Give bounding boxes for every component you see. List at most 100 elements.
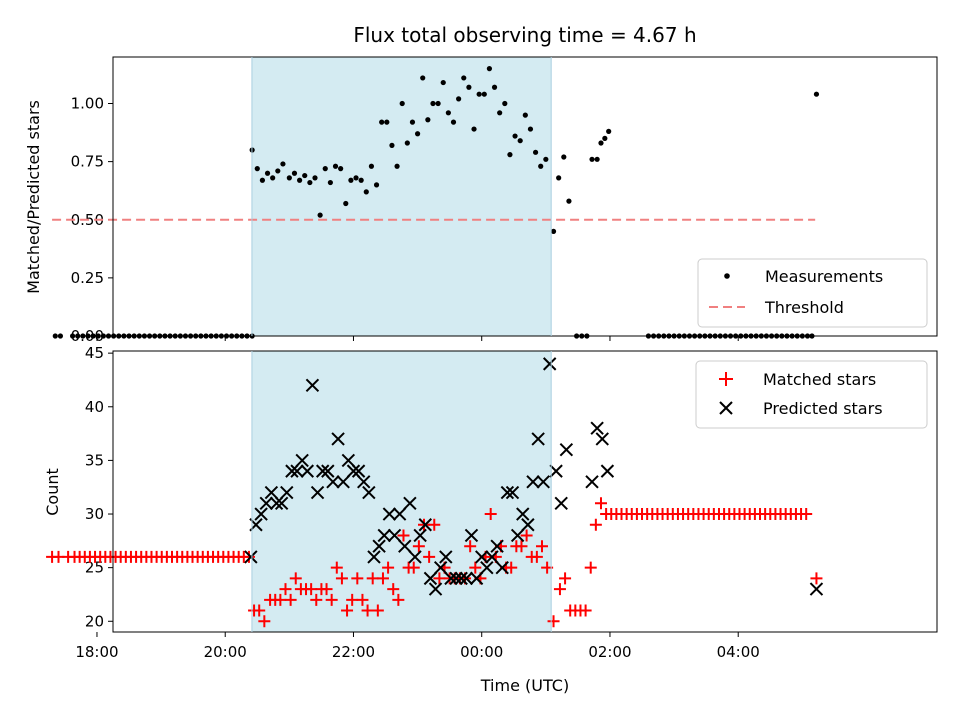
matched-star-point [279, 583, 292, 596]
measurement-point [286, 175, 292, 181]
measurement-point [85, 333, 91, 339]
matched-star-point [535, 540, 548, 553]
chart-title: Flux total observing time = 4.67 h [353, 23, 696, 47]
legend-marker-predicted [719, 401, 733, 415]
predicted-star-point [536, 475, 550, 489]
measurement-point [813, 91, 820, 97]
legend-marker-measurements [724, 273, 730, 279]
matched-star-point [594, 497, 607, 510]
measurement-point [317, 212, 323, 218]
x-tick-label: 18:00 [75, 643, 118, 661]
predicted-star-point [351, 464, 366, 478]
matched-star-point [356, 593, 369, 606]
matched-star-point [800, 508, 813, 521]
predicted-star-point [490, 539, 504, 553]
matched-star-point [351, 572, 364, 585]
count-panel: 20 25 30 35 40 45 18:00 20:00 22:00 00:00 02:00 04… [43, 344, 938, 695]
measurement-point [373, 182, 380, 188]
predicted-star-point [510, 528, 525, 543]
measurement-point [414, 131, 421, 137]
matched-star-point [428, 518, 441, 531]
predicted-star-point [387, 528, 402, 543]
measurement-point [527, 126, 534, 132]
measurement-point [566, 198, 572, 204]
measurement-point [502, 100, 508, 107]
measurement-point [70, 333, 76, 339]
measurement-point [420, 75, 426, 81]
measurement-point [461, 75, 467, 81]
measurement-point [445, 110, 451, 116]
measurement-point [270, 175, 276, 181]
predicted-star-point [495, 560, 509, 575]
matched-star-point [305, 583, 318, 596]
y-tick-label: 40 [85, 398, 104, 416]
predicted-star-point [585, 475, 599, 489]
predicted-star-point [305, 378, 320, 393]
x-axis-ticks: 18:00 20:00 22:00 00:00 02:00 04:00 [75, 632, 760, 661]
x-axis-ticks [96, 336, 739, 341]
matched-star-point [335, 572, 348, 585]
predicted-star-point [341, 453, 356, 468]
predicted-star-point [469, 571, 484, 586]
matched-star-point [361, 604, 374, 617]
measurement-point [348, 177, 354, 183]
predicted-star-point [439, 550, 453, 564]
measurement-point [435, 100, 441, 107]
ratio-panel: Flux total observing time = 4.67 h 0.000… [24, 23, 938, 345]
measurement-point [481, 91, 487, 97]
measurement-point [327, 179, 333, 186]
bottom-axes-frame [112, 350, 938, 633]
predicted-star-point [433, 560, 448, 575]
measurement-point [512, 133, 518, 139]
observing-window-shade [251, 57, 552, 336]
legend-label-threshold: Threshold [764, 298, 844, 317]
matched-star-point [553, 583, 566, 596]
measurement-point [561, 154, 567, 160]
predicted-star-point [367, 550, 381, 564]
predicted-star-point [521, 518, 535, 532]
predicted-star-point [259, 496, 273, 511]
matched-star-point [407, 561, 420, 574]
predicted-star-point [459, 571, 474, 586]
legend-label-matched: Matched stars [763, 370, 876, 389]
predicted-star-point [290, 464, 304, 478]
measurement-point [476, 91, 482, 97]
measurement-point [522, 112, 528, 118]
measurement-point [302, 172, 308, 179]
measurement-point [606, 128, 612, 134]
x-tick-label: 02:00 [588, 643, 631, 661]
measurement-point [404, 140, 410, 146]
predicted-star-point [413, 528, 427, 543]
legend: Matched stars Predicted stars [695, 360, 928, 429]
measurement-point [507, 152, 513, 158]
legend-box [697, 258, 928, 328]
predicted-star-point [398, 539, 412, 553]
matched-star-point [397, 529, 410, 542]
predicted-star-point [475, 550, 489, 564]
legend-label-measurements: Measurements [765, 267, 883, 286]
predicted-star-point [505, 485, 520, 500]
matched-star-point [310, 593, 323, 606]
predicted-star-point [559, 442, 574, 457]
measurement-point [264, 170, 271, 176]
predicted-star-point [346, 464, 361, 478]
measurement-point [95, 333, 101, 339]
measurement-point [100, 333, 106, 339]
predicted-star-point [600, 464, 615, 478]
predicted-star-point [269, 496, 284, 511]
measurement-point [550, 228, 557, 234]
x-tick-label: 20:00 [204, 643, 247, 661]
y-tick-label: 45 [85, 344, 104, 362]
predicted-star-point [480, 560, 494, 575]
measurement-point [307, 179, 313, 186]
matched-star-point [810, 572, 823, 585]
predicted-star-point [595, 432, 609, 446]
measurement-point [312, 175, 318, 181]
measurement-point [52, 333, 58, 339]
y-axis-ticks: 20 25 30 35 40 45 [85, 344, 113, 630]
predicted-star-point [295, 453, 309, 468]
measurement-point [297, 177, 303, 183]
measurement-point [332, 163, 339, 169]
measurement-point [379, 119, 385, 125]
x-tick-label: 22:00 [332, 643, 375, 661]
